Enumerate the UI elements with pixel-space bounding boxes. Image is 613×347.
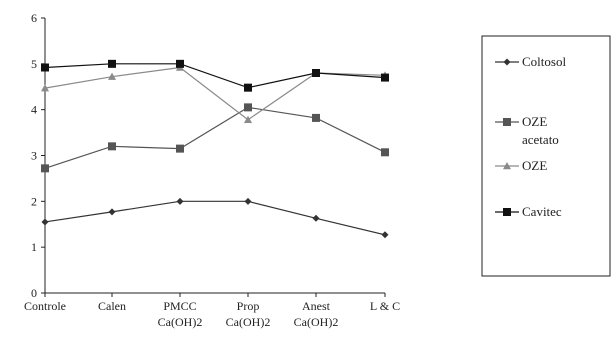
data-point [41, 84, 49, 92]
series-layer [41, 59, 389, 239]
series-oze-acetato [41, 103, 389, 173]
legend-marker [503, 118, 511, 126]
series-cavitec [41, 59, 389, 92]
y-tick-label: 5 [31, 57, 37, 71]
x-tick-label: Prop Ca(OH)2 [226, 299, 271, 329]
legend-marker [503, 58, 511, 66]
data-point [108, 59, 116, 68]
x-tick-label: Controle [24, 299, 66, 313]
legend-item: Coltosol [495, 54, 566, 69]
y-tick-label: 0 [31, 286, 37, 300]
series-oze [41, 63, 389, 123]
y-tick-label: 1 [31, 240, 37, 254]
legend-marker [503, 208, 511, 216]
legend-item: Cavitec [495, 204, 562, 219]
data-point [381, 231, 389, 239]
legend-marker [503, 162, 511, 170]
data-point [108, 208, 116, 216]
legend-label: Coltosol [522, 54, 566, 69]
data-point [108, 142, 116, 151]
data-point [381, 148, 389, 157]
series-line [44, 63, 386, 89]
data-point [108, 72, 116, 80]
data-point [381, 73, 389, 82]
data-point [312, 113, 320, 122]
series-line [44, 106, 386, 169]
legend-item: OZE acetato [495, 114, 559, 147]
data-point [176, 59, 184, 68]
y-tick-label: 3 [31, 149, 37, 163]
x-tick-label: L & C [370, 299, 400, 313]
data-point [244, 197, 252, 205]
legend-box [481, 35, 611, 277]
x-tick-label: Calen [98, 299, 126, 313]
x-tick-label: Anest Ca(OH)2 [294, 299, 339, 329]
axes: 0 1 2 3 4 5 6 Controle Calen PMCC Ca(OH)2 Prop Ca(OH… [24, 11, 400, 329]
series-line [44, 200, 386, 236]
data-point [244, 83, 252, 92]
legend-item: OZE [495, 158, 547, 173]
legend: Coltosol OZE acetato OZE Cavitec [481, 35, 611, 277]
legend-label: Cavitec [522, 204, 562, 219]
series-coltosol [41, 197, 389, 239]
y-tick-label: 6 [31, 11, 37, 25]
y-tick-label: 4 [31, 103, 37, 117]
data-point [176, 144, 184, 153]
data-point [41, 164, 49, 173]
data-point [176, 197, 184, 205]
data-point [244, 115, 252, 123]
data-point [312, 214, 320, 222]
series-line [44, 66, 386, 121]
data-point [244, 103, 252, 112]
legend-label: OZE acetato [522, 114, 559, 147]
data-point [41, 218, 49, 226]
data-point [312, 69, 320, 77]
data-point [41, 63, 49, 72]
x-tick-label: PMCC Ca(OH)2 [158, 299, 203, 329]
y-tick-label: 2 [31, 194, 37, 208]
legend-label: OZE [522, 158, 547, 173]
